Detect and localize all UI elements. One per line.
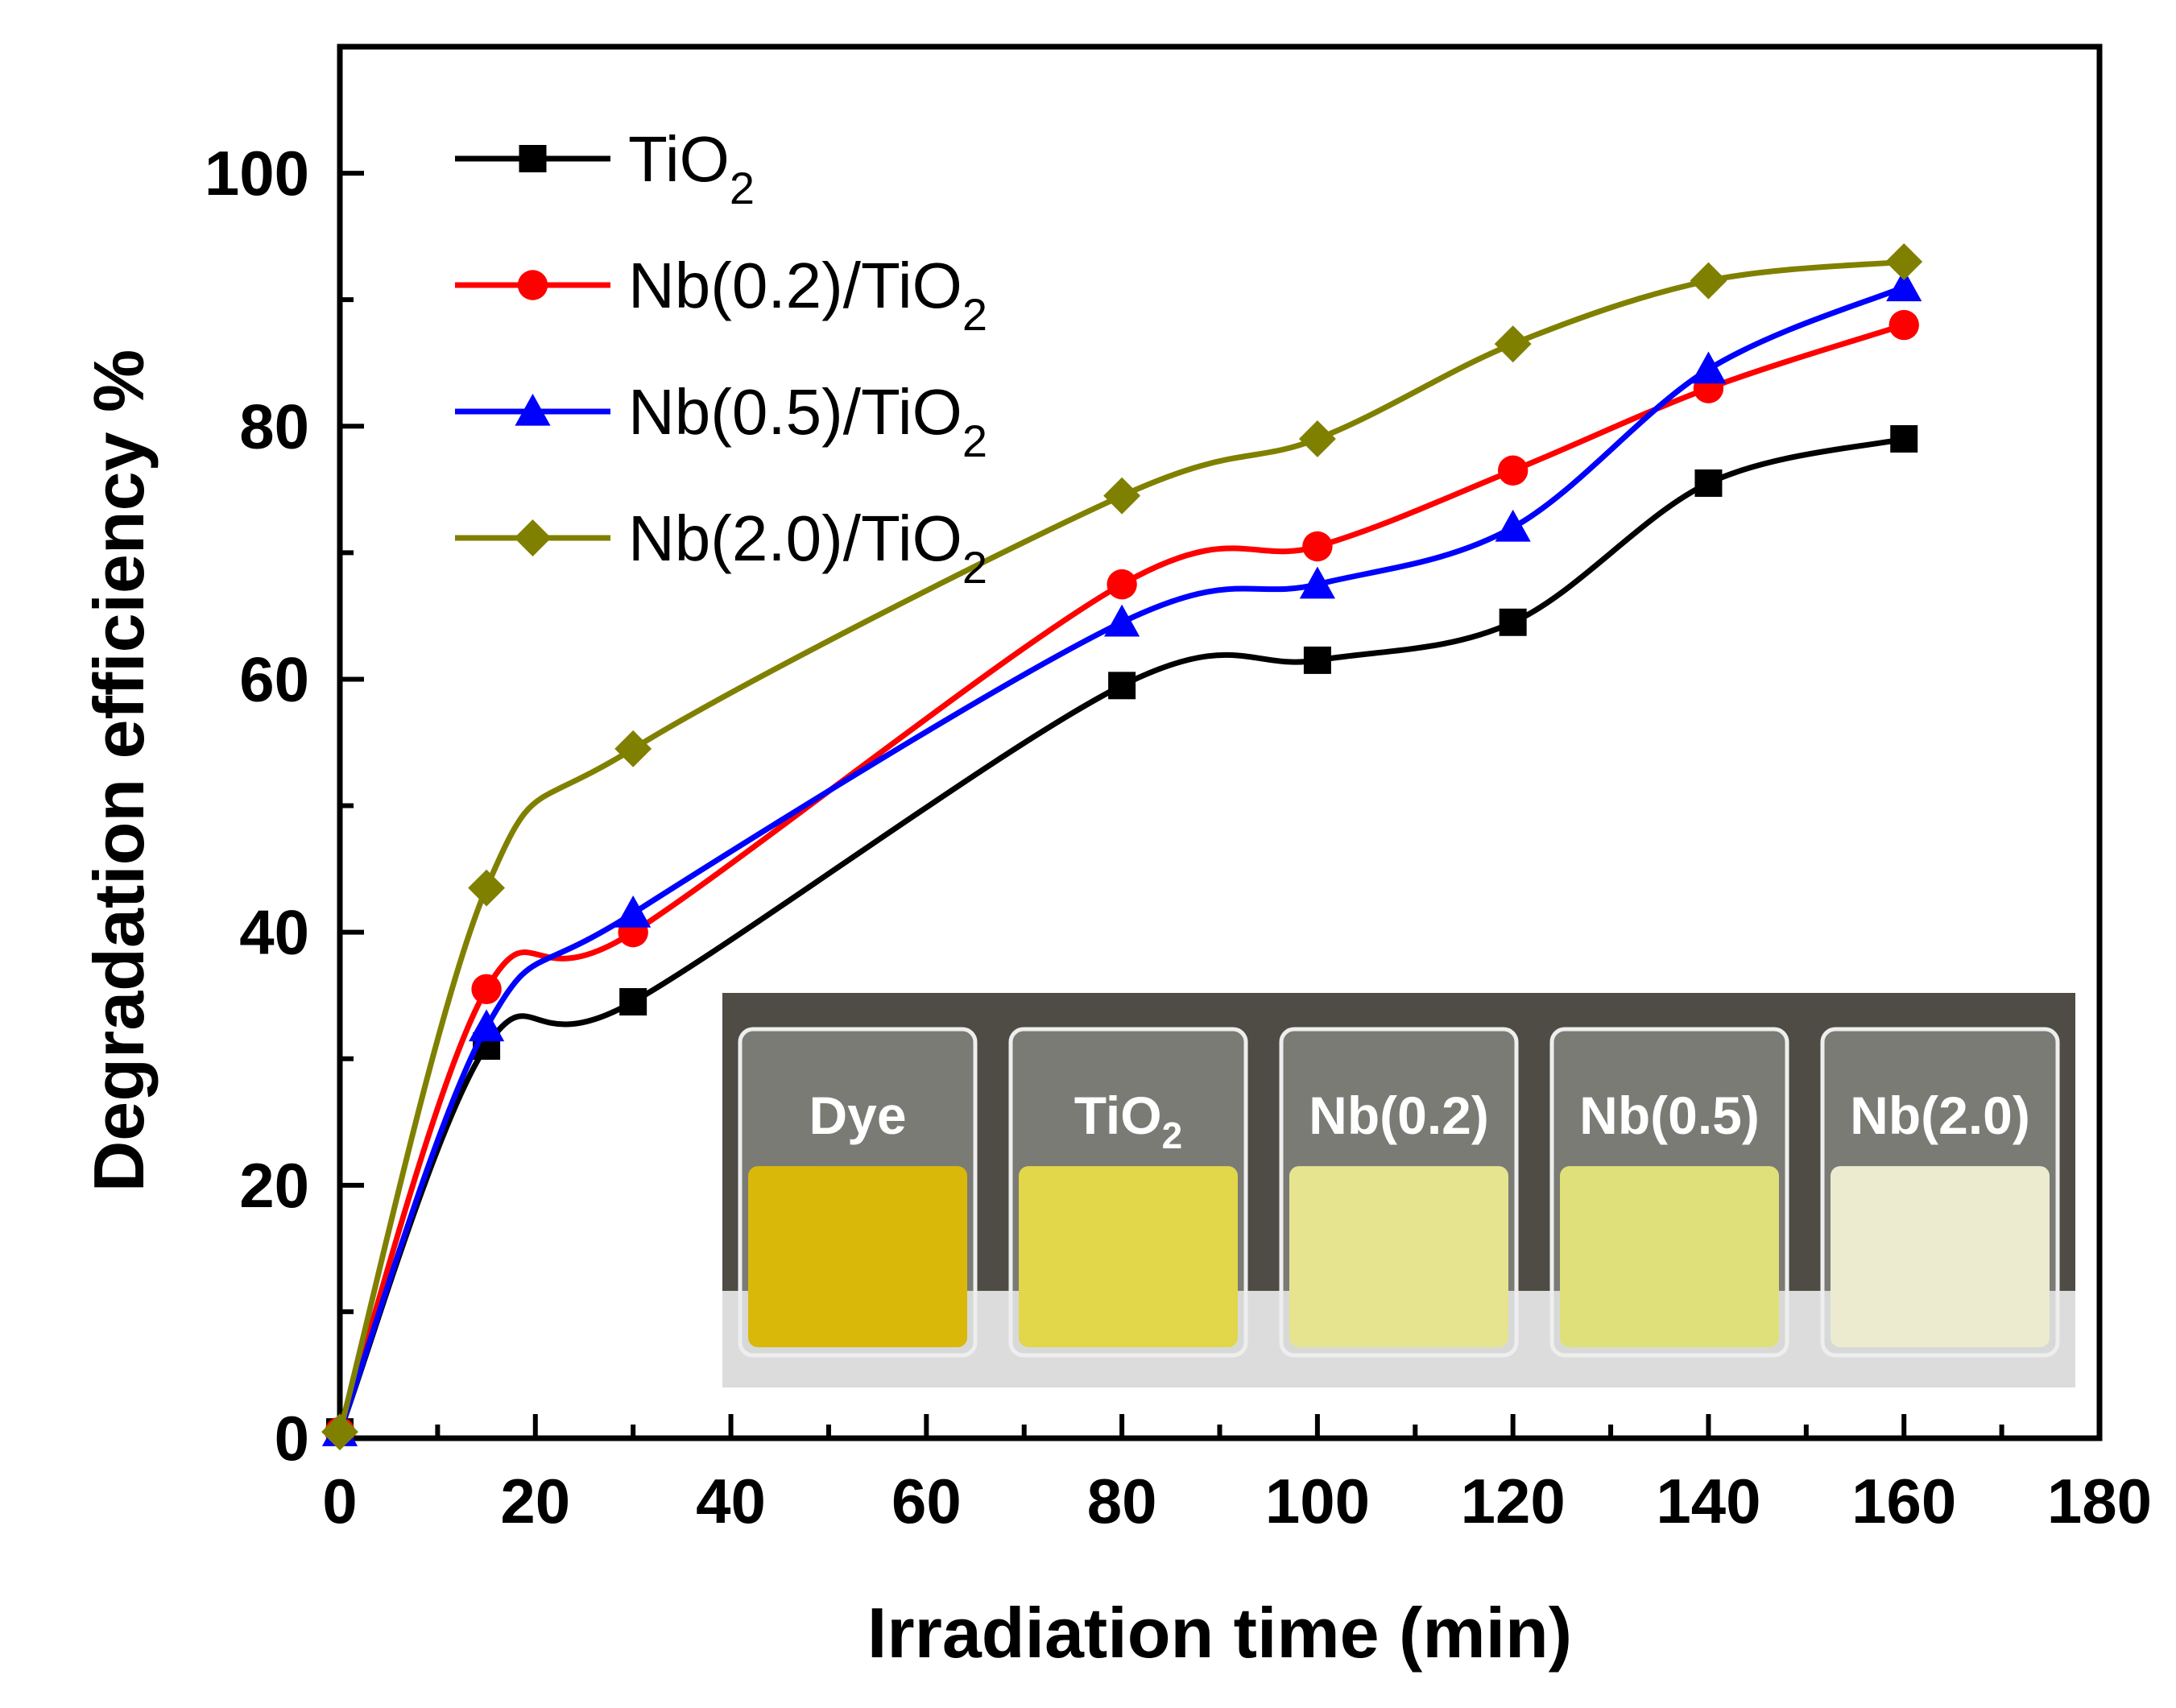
series-group xyxy=(321,243,1923,1451)
data-point xyxy=(514,519,552,556)
data-point xyxy=(1890,424,1918,453)
legend-label: TiO2 xyxy=(628,123,755,213)
data-point xyxy=(468,869,506,907)
y-tick-label: 60 xyxy=(239,643,309,714)
data-point xyxy=(1885,243,1923,281)
data-point xyxy=(1694,469,1723,497)
data-point xyxy=(1108,672,1136,700)
beaker-label: Dye xyxy=(809,1086,906,1145)
y-tick-label: 100 xyxy=(205,138,309,209)
x-tick-label: 60 xyxy=(891,1466,962,1536)
x-tick-label: 100 xyxy=(1265,1466,1370,1536)
data-point xyxy=(1494,325,1532,363)
x-tick-label: 120 xyxy=(1461,1466,1566,1536)
beaker-label: Nb(0.5) xyxy=(1579,1086,1760,1145)
x-axis-title: Irradiation time (min) xyxy=(867,1593,1572,1673)
data-point xyxy=(615,895,652,928)
beaker-label: Nb(2.0) xyxy=(1850,1086,2030,1145)
legend-entry: TiO2 xyxy=(455,123,755,213)
data-point xyxy=(1690,351,1727,384)
data-point xyxy=(1107,569,1137,600)
data-point xyxy=(1104,604,1140,637)
data-point xyxy=(471,974,502,1005)
beaker-liquid xyxy=(1831,1166,2050,1347)
data-point xyxy=(1499,608,1527,636)
data-point xyxy=(619,988,647,1016)
x-tick-label: 20 xyxy=(500,1466,570,1536)
data-point xyxy=(1303,646,1331,674)
legend: TiO2 Nb(0.2)/TiO2 Nb(0.5)/TiO2 Nb(2.0)/TiO2 xyxy=(455,123,987,593)
data-point xyxy=(1103,477,1141,515)
legend-label: Nb(0.5)/TiO2 xyxy=(628,376,987,466)
legend-label: Nb(2.0)/TiO2 xyxy=(628,502,987,593)
y-axis-title: Degradation efficiency % xyxy=(79,349,159,1193)
x-tick-label: 180 xyxy=(2047,1466,2152,1536)
legend-entry: Nb(0.5)/TiO2 xyxy=(455,376,987,466)
data-point xyxy=(1690,262,1727,300)
beaker-liquid xyxy=(1560,1166,1779,1347)
data-point xyxy=(468,1009,505,1042)
y-tick-label: 80 xyxy=(239,391,309,461)
series-line xyxy=(337,258,1905,1433)
y-tick-label: 20 xyxy=(239,1150,309,1221)
x-tick-label: 0 xyxy=(322,1466,357,1536)
inset-photo: Dye TiO2 Nb(0.2) Nb(0.5) Nb(2.0) xyxy=(722,993,2075,1387)
data-point xyxy=(1497,455,1529,486)
series-layer xyxy=(321,243,1923,1451)
data-point xyxy=(614,730,652,767)
beaker-liquid xyxy=(748,1166,967,1347)
data-point xyxy=(1886,269,1922,302)
axes-layer: 0 20 40 60 80 100 120 140 160 180 0 20 40 60 80 100 xyxy=(205,43,2152,1536)
x-tick-label: 80 xyxy=(1087,1466,1157,1536)
data-point xyxy=(1299,566,1335,599)
data-point xyxy=(517,270,548,300)
beaker-label: Nb(0.2) xyxy=(1309,1086,1489,1145)
legend-entry: Nb(2.0)/TiO2 xyxy=(455,502,987,593)
x-tick-label: 40 xyxy=(696,1466,766,1536)
data-point xyxy=(519,145,547,172)
x-tick-label: 160 xyxy=(1851,1466,1956,1536)
legend-entry: Nb(0.2)/TiO2 xyxy=(455,250,987,340)
beaker-liquid xyxy=(1289,1166,1508,1347)
data-point xyxy=(1298,420,1336,457)
data-point xyxy=(1495,509,1531,542)
legend-label: Nb(0.2)/TiO2 xyxy=(628,250,987,340)
data-point xyxy=(1888,309,1919,341)
data-point xyxy=(515,393,551,426)
series-group xyxy=(326,424,1918,1446)
y-tick-label: 0 xyxy=(275,1403,309,1474)
x-tick-label: 140 xyxy=(1656,1466,1760,1536)
y-tick-label: 40 xyxy=(239,897,309,968)
data-point xyxy=(321,1413,358,1451)
data-point xyxy=(1302,531,1333,562)
beaker-liquid xyxy=(1019,1166,1238,1347)
